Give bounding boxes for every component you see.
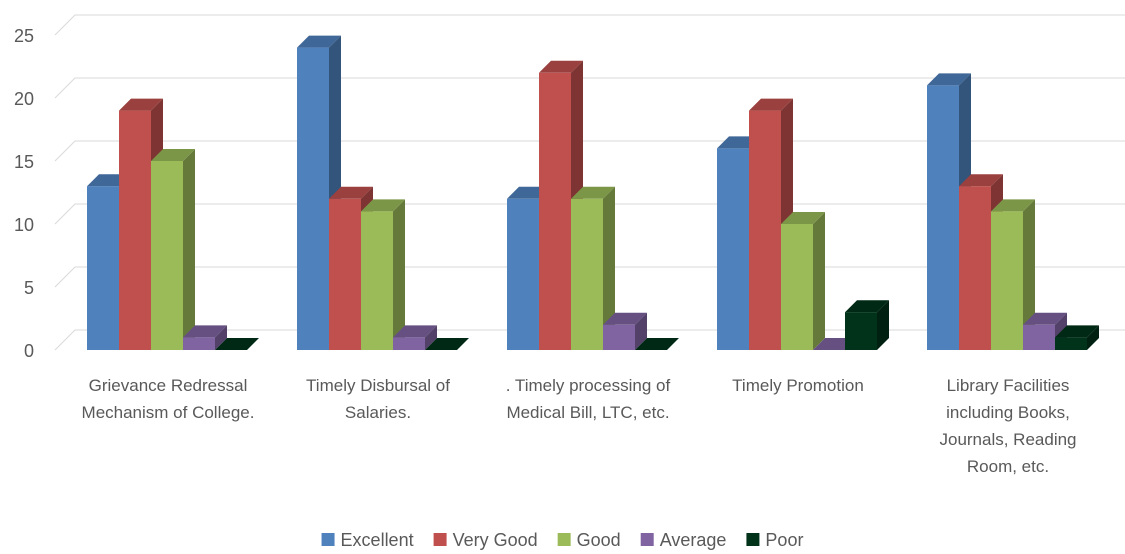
- bar-top: [329, 186, 373, 199]
- bar-front: [329, 198, 361, 350]
- bar-front: [927, 85, 959, 351]
- y-tick-label: 5: [24, 278, 34, 298]
- bar-front: [781, 224, 813, 350]
- bar-top: [1023, 312, 1067, 325]
- bar-front: [393, 337, 425, 350]
- legend-swatch: [746, 533, 760, 546]
- legend-label: Good: [577, 530, 621, 550]
- legend-label: Very Good: [453, 530, 538, 550]
- bar-side: [1087, 325, 1099, 350]
- bar-side: [183, 149, 195, 350]
- x-tick-label: . Timely processing of Medical Bill, LTC…: [505, 376, 671, 422]
- y-tick-label: 0: [24, 341, 34, 361]
- bar-top: [297, 35, 341, 48]
- bar-front: [151, 161, 183, 350]
- bar-front: [603, 324, 635, 350]
- bar-top: [959, 174, 1003, 187]
- bar-side: [425, 325, 437, 350]
- legend-label: Excellent: [341, 530, 414, 550]
- bar-front: [991, 211, 1023, 350]
- bar: [361, 199, 405, 350]
- bar: [215, 338, 259, 350]
- bar-front: [717, 148, 749, 350]
- bar-top: [927, 73, 971, 86]
- bar-top: [781, 212, 825, 224]
- bar-side: [603, 186, 615, 350]
- bar-top: [361, 199, 405, 212]
- bar-top: [749, 98, 793, 111]
- bar-side: [215, 325, 227, 350]
- y-tick-label: 15: [14, 152, 34, 172]
- grid-line: [54, 77, 1125, 99]
- legend-swatch: [321, 533, 335, 546]
- bar-side: [1023, 199, 1035, 350]
- x-tick-label: Timely Promotion: [732, 376, 864, 395]
- bar: [571, 186, 615, 350]
- bar: [1055, 325, 1099, 350]
- bar-top: [571, 186, 615, 199]
- y-tick-label: 20: [14, 89, 34, 109]
- bar-front: [749, 110, 781, 350]
- bar: [781, 212, 825, 350]
- legend-label: Poor: [765, 530, 803, 550]
- y-tick-label: 10: [14, 215, 34, 235]
- legend-swatch: [640, 533, 654, 546]
- bar: [425, 338, 469, 350]
- grid-line: [54, 14, 1125, 36]
- bar-top: [393, 325, 437, 338]
- bar-front: [183, 337, 215, 350]
- bar-front: [361, 211, 393, 350]
- bar-side: [393, 199, 405, 350]
- bar-front: [539, 72, 571, 351]
- bar-side: [635, 312, 647, 350]
- bar: [635, 338, 679, 350]
- bar-top: [425, 338, 469, 350]
- bar-top: [1055, 325, 1099, 338]
- bar: [991, 199, 1035, 350]
- legend-label: Average: [660, 530, 727, 550]
- bar-front: [1023, 324, 1055, 350]
- bar-top: [603, 312, 647, 325]
- bar-top: [635, 338, 679, 350]
- legend: Excellent Very Good Good Average Poor: [321, 530, 803, 550]
- bar-top: [215, 338, 259, 350]
- bar-front: [571, 198, 603, 350]
- bar: [151, 149, 195, 350]
- bar-front: [119, 110, 151, 350]
- bar-side: [813, 212, 825, 350]
- bar-front: [1055, 337, 1087, 350]
- legend-swatch: [433, 533, 447, 546]
- bar-top: [151, 149, 195, 161]
- y-tick-label: 25: [14, 26, 34, 46]
- bar-top: [183, 325, 227, 338]
- bar-top: [539, 60, 583, 73]
- bar-front: [87, 186, 119, 350]
- x-tick-label: Grievance Redressal Mechanism of College…: [81, 376, 255, 422]
- bar-front: [959, 186, 991, 350]
- bar-top: [991, 199, 1035, 212]
- bar-side: [877, 300, 889, 350]
- bar-top: [119, 98, 163, 111]
- bar: [393, 325, 437, 350]
- bar: [603, 312, 647, 350]
- bar-front: [845, 312, 877, 350]
- x-tick-label: Library Facilities including Books, Jour…: [939, 376, 1077, 476]
- x-tick-label: Timely Disbursal of Salaries.: [306, 376, 450, 422]
- legend-swatch: [557, 533, 571, 546]
- bar: [183, 325, 227, 350]
- bar: [845, 300, 889, 350]
- bar-front: [297, 47, 329, 350]
- bar-front: [507, 198, 539, 350]
- bar-top: [845, 300, 889, 313]
